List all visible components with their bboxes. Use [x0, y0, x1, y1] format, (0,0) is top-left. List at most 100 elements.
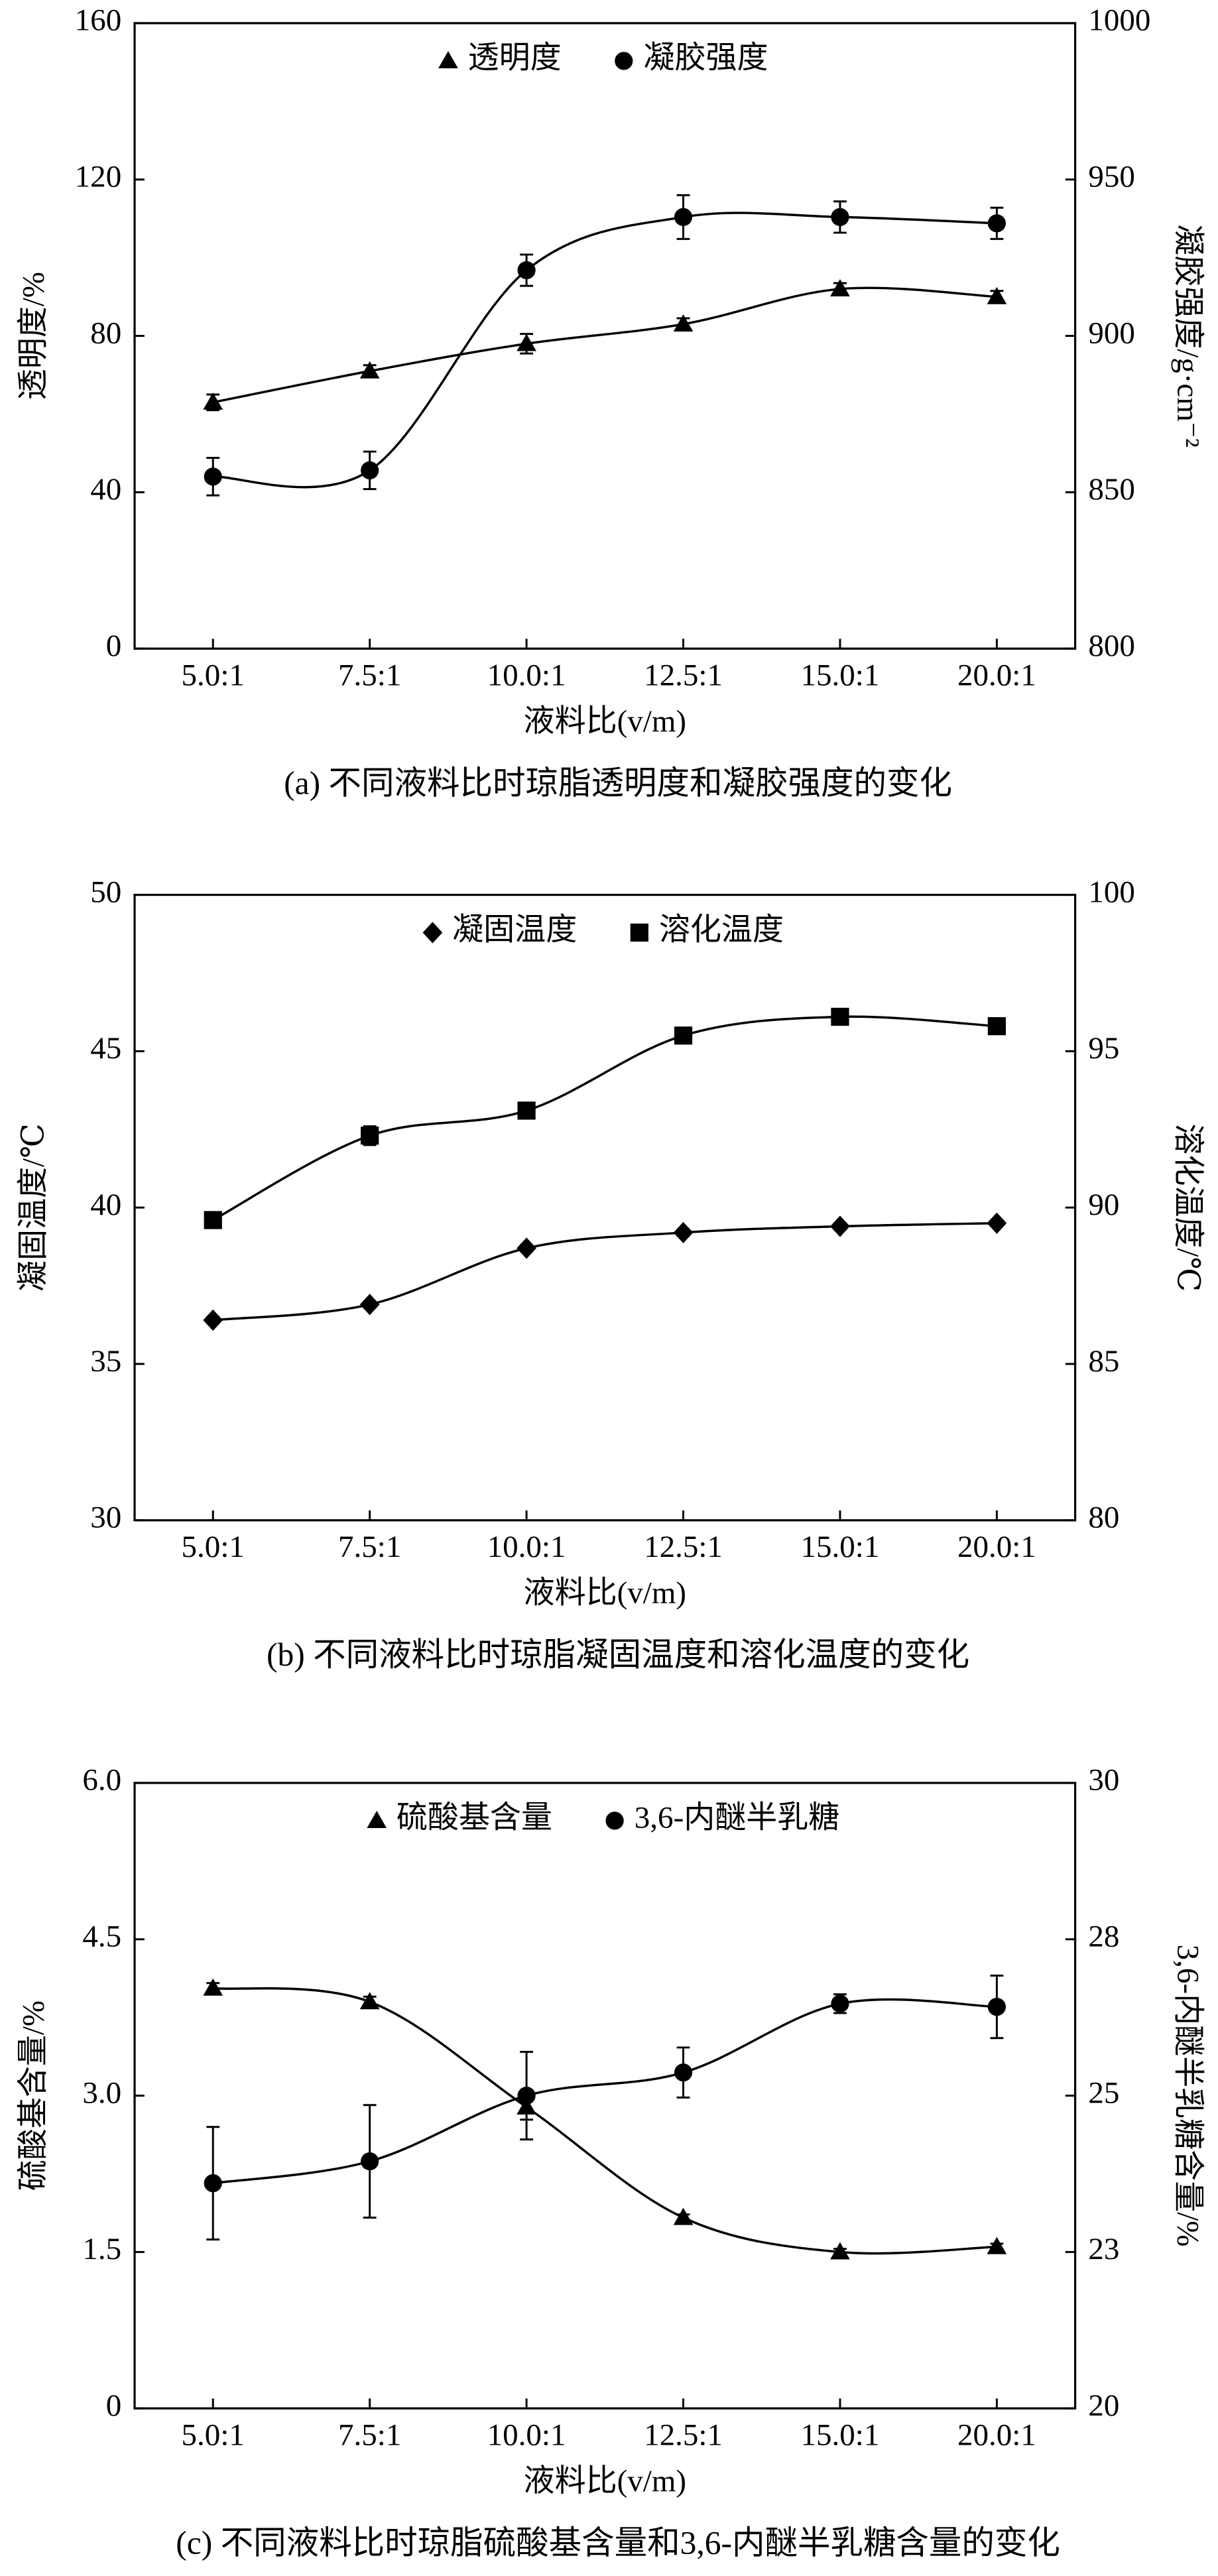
- y2-tick-label: 80: [1088, 1501, 1119, 1535]
- legend-label: 溶化温度: [659, 912, 784, 947]
- y2-tick-label: 800: [1088, 629, 1135, 663]
- x-tick-label: 12.5:1: [644, 1530, 723, 1564]
- legend-marker: [605, 1811, 624, 1830]
- marker: [674, 2063, 693, 2082]
- y2-tick-label: 90: [1088, 1188, 1119, 1222]
- legend-marker: [630, 923, 648, 942]
- caption: (c) 不同液料比时琼脂硫酸基含量和3,6-内醚半乳糖含量的变化: [176, 2525, 1060, 2561]
- marker: [831, 208, 849, 226]
- y-tick-label: 45: [90, 1031, 121, 1066]
- y2-tick-label: 850: [1088, 472, 1135, 507]
- legend-marker: [422, 922, 443, 944]
- x-tick-label: 5.0:1: [182, 658, 245, 693]
- y-tick-label: 3.0: [82, 2075, 121, 2110]
- marker: [674, 208, 693, 226]
- marker: [987, 2237, 1007, 2254]
- x-tick-label: 7.5:1: [338, 1530, 401, 1564]
- marker: [203, 1309, 223, 1331]
- x-tick-label: 20.0:1: [957, 1530, 1036, 1564]
- marker: [204, 2174, 222, 2193]
- legend-label: 凝胶强度: [644, 41, 768, 76]
- y-tick-label: 80: [90, 316, 121, 350]
- y-axis-label: 透明度/%: [16, 272, 50, 400]
- y-tick-label: 0: [106, 629, 122, 663]
- series-line: [212, 1015, 997, 1221]
- y-tick-label: 1.5: [82, 2232, 121, 2266]
- x-tick-label: 12.5:1: [644, 2418, 723, 2453]
- y-tick-label: 0: [106, 2388, 122, 2423]
- marker: [361, 1127, 379, 1145]
- y2-tick-label: 950: [1088, 160, 1135, 194]
- x-tick-label: 5.0:1: [182, 1530, 245, 1564]
- marker: [830, 1215, 850, 1237]
- caption: (a) 不同液料比时琼脂透明度和凝胶强度的变化: [284, 765, 952, 802]
- y2-tick-label: 23: [1088, 2232, 1119, 2266]
- y2-tick-label: 30: [1088, 1763, 1119, 1798]
- y2-tick-label: 20: [1088, 2388, 1119, 2423]
- y-tick-label: 40: [90, 1188, 121, 1222]
- legend-marker: [438, 51, 458, 69]
- x-tick-label: 10.0:1: [487, 658, 566, 693]
- y2-tick-label: 85: [1088, 1344, 1119, 1379]
- x-axis-label: 液料比(v/m): [524, 2464, 687, 2498]
- legend-marker: [367, 1811, 387, 1829]
- marker: [831, 1994, 849, 2013]
- y-tick-label: 30: [90, 1501, 121, 1535]
- y2-axis-label: 溶化温度/℃: [1171, 1123, 1205, 1292]
- x-tick-label: 12.5:1: [644, 658, 723, 693]
- x-tick-label: 7.5:1: [338, 658, 401, 693]
- marker: [830, 2242, 850, 2260]
- series-line: [213, 212, 997, 489]
- marker: [830, 278, 850, 296]
- marker: [517, 261, 536, 280]
- marker: [361, 2152, 379, 2171]
- marker: [517, 1101, 536, 1120]
- y-tick-label: 50: [90, 875, 121, 909]
- marker: [831, 1007, 849, 1026]
- marker: [987, 1212, 1007, 1234]
- plot-frame: [133, 1782, 1077, 2410]
- series-line: [213, 1222, 997, 1321]
- x-tick-label: 20.0:1: [957, 658, 1036, 693]
- series-line: [212, 1998, 997, 2185]
- x-tick-label: 15.0:1: [801, 658, 880, 693]
- legend-label: 硫酸基含量: [396, 1801, 552, 1835]
- series-line: [212, 286, 997, 404]
- legend-label: 凝固温度: [452, 912, 577, 947]
- x-tick-label: 10.0:1: [487, 1530, 566, 1564]
- x-tick-label: 7.5:1: [338, 2418, 401, 2453]
- y2-axis-label: 3,6-内醚半乳糖含量/%: [1171, 1945, 1205, 2247]
- marker: [359, 1992, 380, 2010]
- x-tick-label: 15.0:1: [801, 2418, 880, 2453]
- y2-tick-label: 1000: [1088, 3, 1150, 38]
- x-tick-label: 5.0:1: [182, 2418, 245, 2453]
- x-tick-label: 15.0:1: [801, 1530, 880, 1564]
- series-line: [213, 1987, 997, 2255]
- y-tick-label: 160: [75, 3, 122, 38]
- y-tick-label: 120: [75, 160, 122, 194]
- marker: [204, 1211, 222, 1229]
- y2-tick-label: 95: [1088, 1031, 1119, 1066]
- y2-tick-label: 900: [1088, 316, 1135, 350]
- marker: [987, 1998, 1006, 2016]
- x-axis-label: 液料比(v/m): [524, 704, 687, 739]
- plot-frame: [133, 22, 1077, 650]
- marker: [517, 1237, 536, 1259]
- marker: [673, 2207, 694, 2225]
- legend-marker: [615, 52, 633, 70]
- y-tick-label: 6.0: [82, 1763, 121, 1798]
- y-axis-label: 凝固温度/℃: [16, 1123, 50, 1292]
- marker: [517, 2086, 536, 2105]
- y-tick-label: 4.5: [82, 1920, 121, 1954]
- marker: [987, 1017, 1006, 1036]
- marker: [203, 1978, 223, 1996]
- marker: [361, 461, 379, 479]
- legend-label: 透明度: [468, 41, 562, 76]
- y-tick-label: 35: [90, 1344, 121, 1379]
- x-axis-label: 液料比(v/m): [524, 1575, 687, 1610]
- y2-tick-label: 25: [1088, 2075, 1119, 2110]
- legend-label: 3,6-内醚半乳糖: [635, 1801, 840, 1835]
- y-tick-label: 40: [90, 472, 121, 507]
- y2-tick-label: 100: [1088, 875, 1135, 909]
